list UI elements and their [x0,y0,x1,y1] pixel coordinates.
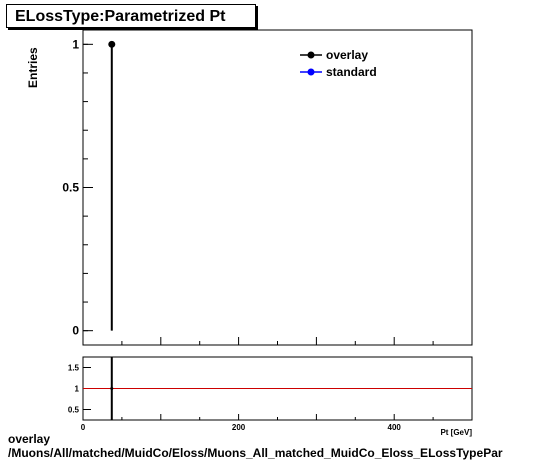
ratio-x-tick-label: 400 [388,423,402,432]
ratio-y-tick-label: 0.5 [68,406,80,415]
ratio-y-tick-label: 1 [75,385,80,394]
legend-marker-overlay [307,51,315,59]
chart-title: ELossType:Parametrized Pt [15,8,226,25]
y-tick-label: 0 [72,324,79,338]
overlay-marker [108,40,116,48]
ratio-marker [110,387,114,390]
main-plot: 0 0.5 1 overlay standard [62,37,473,345]
title-box: ELossType:Parametrized Pt [6,4,256,28]
y-axis-label: Entries [26,47,40,88]
legend-marker-standard [307,68,315,76]
ratio-y-tick-label: 1.5 [68,364,80,373]
ratio-plot: 0.5 1 1.5 0 200 400 [68,357,473,432]
footer-line-2: /Muons/All/matched/MuidCo/Eloss/Muons_Al… [8,446,503,460]
footer-line-1: overlay [8,432,51,446]
ratio-x-tick-label: 200 [232,423,246,432]
main-plot-frame [82,29,473,346]
legend-label-overlay: overlay [326,48,368,62]
legend-label-standard: standard [326,65,377,79]
x-axis-label: Pt [GeV] [440,428,472,437]
y-tick-label: 1 [72,37,79,51]
y-tick-label: 0.5 [62,181,79,195]
ratio-x-tick-label: 0 [81,423,86,432]
